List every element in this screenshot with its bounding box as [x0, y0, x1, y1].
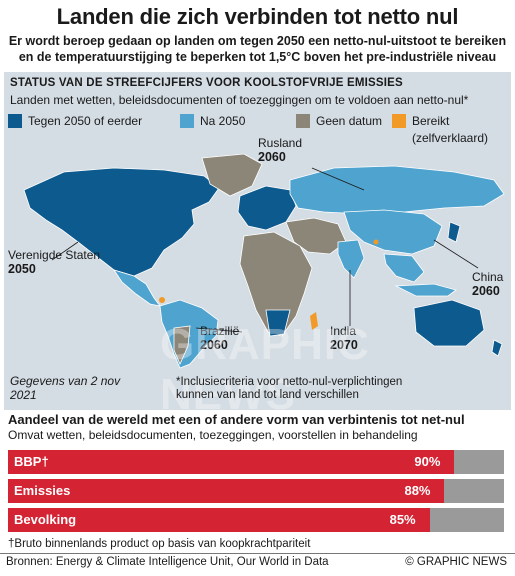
bar-label: BBP† — [14, 454, 49, 469]
status-heading: STATUS VAN DE STREEFCIJFERS VOOR KOOLSTO… — [10, 77, 403, 89]
bar-label: Bevolking — [14, 512, 77, 527]
callout-china: China 2060 — [472, 270, 504, 298]
legend-swatch — [392, 114, 406, 128]
date-note: Gegevens van 2 nov 2021 — [10, 374, 121, 402]
africa — [239, 231, 313, 337]
legend-swatch — [296, 114, 310, 128]
share-subheading: Omvat wetten, beleidsdocumenten, toezegg… — [8, 428, 418, 442]
greenland — [201, 153, 263, 197]
footer-divider — [0, 553, 515, 554]
india — [337, 239, 365, 279]
share-heading: Aandeel van de wereld met een of andere … — [8, 412, 465, 427]
bar-emissions: Emissies 88% — [8, 479, 504, 503]
china — [343, 209, 443, 255]
achieved-marker-suriname — [159, 297, 165, 303]
central-america — [113, 269, 161, 307]
legend-item-no-date: Geen datum — [296, 114, 382, 128]
callout-usa: Verenigde Staten 2050 — [8, 248, 101, 276]
bar-gdp: BBP† 90% — [8, 450, 504, 474]
southeast-asia — [383, 253, 425, 283]
page-title: Landen die zich verbinden tot netto nul — [56, 4, 459, 29]
world-map — [23, 153, 505, 369]
watermark: GRAPHIC NEWS — [160, 320, 370, 419]
callout-india: India 2070 — [330, 324, 358, 352]
criteria-note: *Inclusiecriteria voor netto-nul-verplic… — [176, 376, 403, 401]
south-america-south — [173, 325, 191, 365]
bar-fill — [8, 450, 455, 474]
sources: Bronnen: Energy & Climate Intelligence U… — [6, 556, 329, 568]
map-legend: Tegen 2050 of eerder Na 2050 Geen datum … — [6, 114, 506, 148]
bar-value: 85% — [389, 512, 416, 527]
callout-russia: Rusland 2060 — [258, 136, 303, 164]
legend-item-after-2050: Na 2050 — [180, 114, 245, 128]
bar-population: Bevolking 85% — [8, 508, 504, 532]
legend-achieved-sublabel: (zelfverklaard) — [412, 131, 489, 145]
indonesia — [394, 283, 457, 297]
legend-swatch — [8, 114, 22, 128]
bar-fill — [8, 479, 445, 503]
africa-south — [265, 309, 291, 337]
japan — [447, 221, 461, 243]
callout-brazil: Brazilië 2060 — [200, 324, 240, 352]
legend-swatch — [180, 114, 194, 128]
status-subheading: Landen met wetten, beleidsdocumenten of … — [10, 93, 469, 107]
bar-value: 88% — [404, 483, 431, 498]
new-zealand — [491, 339, 503, 357]
gdp-note: †Bruto binnenlands product op basis van … — [8, 538, 311, 550]
north-america — [23, 167, 220, 277]
bar-value: 90% — [414, 454, 441, 469]
legend-item-achieved: Bereikt — [392, 114, 449, 128]
legend-item-by-2050: Tegen 2050 of eerder — [8, 114, 142, 128]
credit: © GRAPHIC NEWS — [405, 556, 507, 568]
bar-fill — [8, 508, 430, 532]
page-subtitle: Er wordt beroep gedaan op landen om tege… — [8, 34, 507, 64]
achieved-marker-bhutan — [373, 239, 379, 245]
australia — [413, 299, 485, 347]
bar-label: Emissies — [14, 483, 71, 498]
russia — [289, 165, 505, 215]
achieved-marker-madagascar — [310, 312, 318, 330]
